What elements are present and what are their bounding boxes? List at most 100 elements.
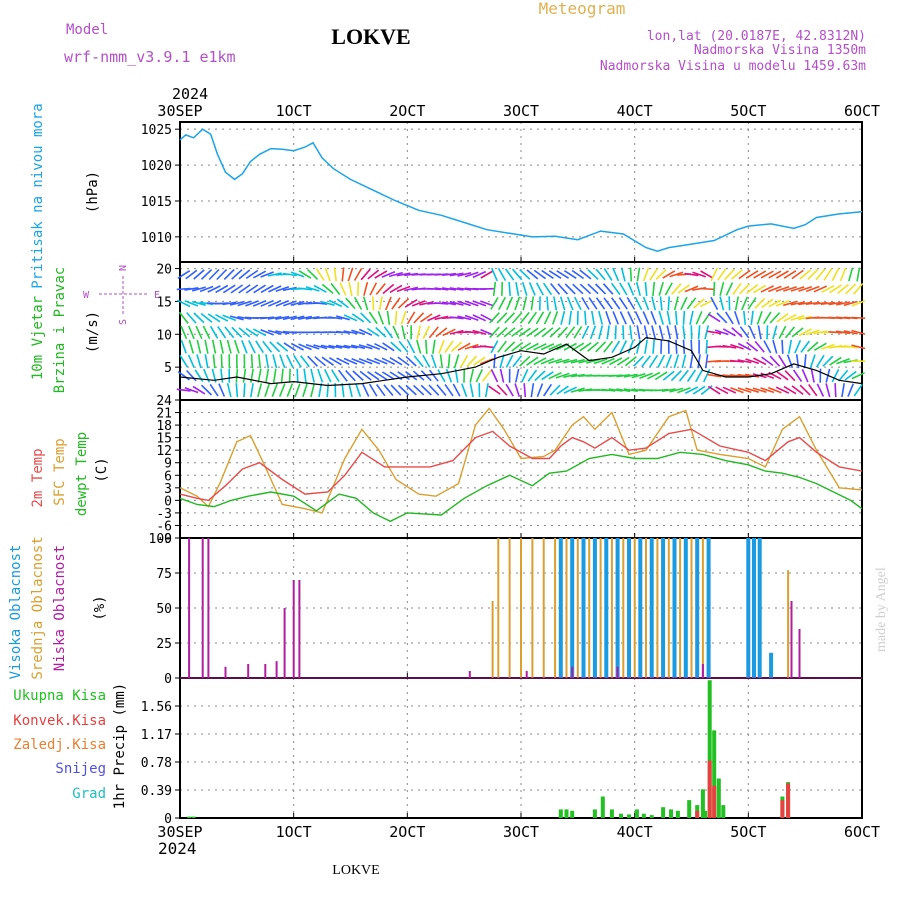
wind-barb (397, 384, 410, 396)
cloud-bar (690, 538, 693, 678)
wind-barb (298, 315, 313, 320)
wind-barb (707, 385, 721, 395)
wind-barb (666, 325, 672, 340)
wind-barb (528, 282, 536, 296)
wind-barb (211, 339, 217, 354)
wind-barb (347, 267, 354, 282)
year-bottom: 2024 (158, 839, 197, 858)
wind-barb (853, 383, 863, 397)
wind-barb (733, 310, 741, 325)
wind-barb (845, 283, 857, 295)
wind-barb (406, 311, 416, 325)
precip-bar (592, 809, 597, 818)
wind-barb (267, 316, 282, 320)
wind-barb (469, 383, 474, 398)
wind-barb (452, 383, 461, 397)
wind-barb (808, 384, 818, 397)
wind-barb (432, 339, 436, 354)
wind-barb (616, 374, 631, 378)
wind-barb (235, 368, 239, 383)
wind-barb (457, 272, 472, 277)
wind-barb (231, 269, 243, 280)
wind-barb (278, 383, 286, 397)
precip-bar (721, 805, 726, 818)
wind-barb (548, 371, 562, 380)
wind-barb (444, 383, 454, 397)
cloud-bar (661, 538, 666, 678)
wind-barb (515, 281, 520, 296)
wind-barb (505, 383, 514, 397)
wind-barb (200, 269, 213, 280)
wind-barb (238, 284, 251, 294)
altitude-info: Nadmorska Visina 1350m (694, 43, 866, 58)
wind-barb (649, 268, 659, 281)
wind-barb (692, 271, 706, 278)
wind-barb (411, 300, 426, 307)
wind-barb (851, 300, 866, 307)
wind-barb (184, 387, 199, 394)
wind-barb (283, 342, 297, 352)
wind-barb (689, 354, 694, 369)
wind-barb (480, 300, 494, 307)
wind-barb (351, 313, 365, 323)
wind-barb (540, 357, 555, 365)
wind-barb (695, 369, 704, 383)
wind-barb (658, 310, 664, 325)
wind-barb (557, 326, 568, 338)
wind-barb (366, 343, 381, 350)
wind-barb (820, 301, 835, 305)
wind-barb (258, 354, 262, 369)
wind-label-1: 10m Vjetar (30, 296, 46, 380)
wind-barb (195, 325, 203, 340)
precip-series (695, 760, 791, 818)
wind-barb (267, 272, 282, 277)
wind-barb (781, 339, 784, 354)
wind-barb (629, 267, 633, 282)
wind-barb (671, 283, 682, 295)
wind-barb (434, 287, 449, 291)
wind-barb (400, 310, 407, 325)
wind-barb (762, 311, 772, 325)
wind-barb (778, 325, 787, 339)
precip-bar (661, 807, 666, 818)
wind-barb (188, 339, 195, 354)
wind-barb (391, 297, 401, 310)
wind-barb (398, 340, 409, 353)
wind-barb (843, 300, 858, 307)
station-title: LOKVE (331, 24, 410, 49)
wind-barb (328, 344, 343, 349)
precip-y-tick-label: 1.17 (141, 728, 172, 743)
temp-y-tick-label: 18 (156, 419, 172, 434)
precip-y-tick-label: 0 (164, 812, 172, 827)
wind-barb (634, 296, 643, 311)
wind-barb (821, 284, 835, 293)
wind-barb (533, 327, 547, 338)
wind-barb (678, 369, 689, 382)
wind-barb (464, 271, 479, 278)
wind-barb (601, 388, 616, 392)
wind-barb (481, 369, 492, 382)
wind-barb (669, 387, 684, 393)
wind-barb (196, 354, 202, 369)
wind-barb (503, 327, 516, 338)
wind-barb (176, 388, 191, 392)
wind-barb (193, 312, 205, 324)
wind-barb (321, 283, 334, 295)
wind-barb (230, 284, 244, 294)
wind-barb (351, 357, 365, 365)
precip-bar (786, 783, 791, 818)
wind-barb (693, 298, 705, 309)
wind-barb (441, 287, 457, 291)
wind-barb (754, 340, 765, 353)
wind-barb (603, 268, 613, 281)
wind-barb (320, 344, 335, 349)
wind-barb (185, 269, 198, 280)
cloud-bar (757, 538, 762, 678)
wind-barb (294, 383, 301, 397)
wind-barb (472, 300, 487, 307)
wind-barb (674, 325, 679, 340)
wind-barb (279, 354, 286, 369)
wind-barb (360, 268, 371, 281)
wind-barb (626, 296, 636, 310)
wind-barb (603, 297, 613, 310)
